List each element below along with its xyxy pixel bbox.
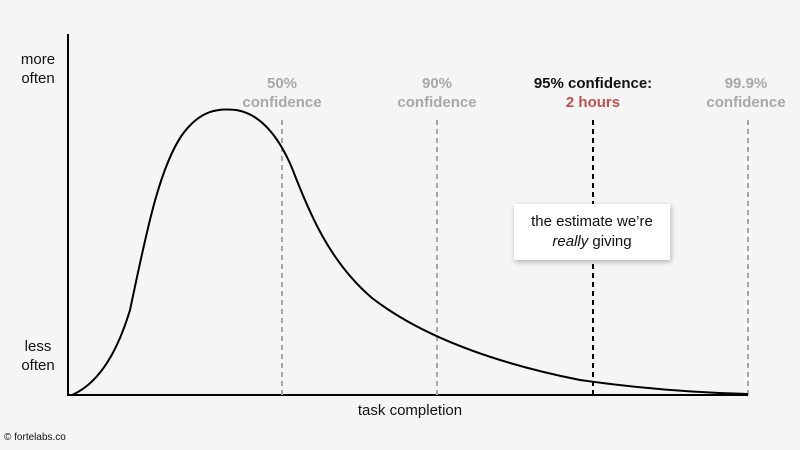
marker-label-99-9-line2: confidence	[706, 94, 786, 111]
estimate-callout: the estimate we’re really giving	[514, 204, 670, 260]
marker-label-90-line1: 90%	[421, 75, 453, 92]
marker-label-95-line1: 95% confidence:	[533, 75, 653, 92]
marker-label-99-9-line1: 99.9%	[724, 75, 768, 92]
callout-line2-rest: giving	[588, 233, 632, 250]
marker-label-90: 90% confidence	[377, 74, 497, 112]
marker-label-50-line2: confidence	[242, 94, 322, 111]
marker-label-99-9: 99.9% confidence	[694, 74, 798, 112]
callout-line2: really giving	[514, 232, 670, 252]
marker-label-50-line1: 50%	[266, 75, 298, 92]
y-axis-label-less-often: less often	[21, 338, 55, 374]
y-axis-label-more-often: more often	[20, 51, 56, 87]
marker-label-95-line2: 2 hours	[565, 94, 621, 111]
marker-label-95: 95% confidence: 2 hours	[513, 74, 673, 112]
marker-label-50: 50% confidence	[222, 74, 342, 112]
distribution-curve	[71, 108, 749, 396]
callout-line1: the estimate we’re	[531, 213, 653, 230]
callout-emphasis: really	[552, 233, 589, 250]
credit-text: © fortelabs.co	[4, 432, 66, 443]
marker-label-90-line2: confidence	[397, 94, 477, 111]
x-axis-label: task completion	[357, 402, 463, 419]
